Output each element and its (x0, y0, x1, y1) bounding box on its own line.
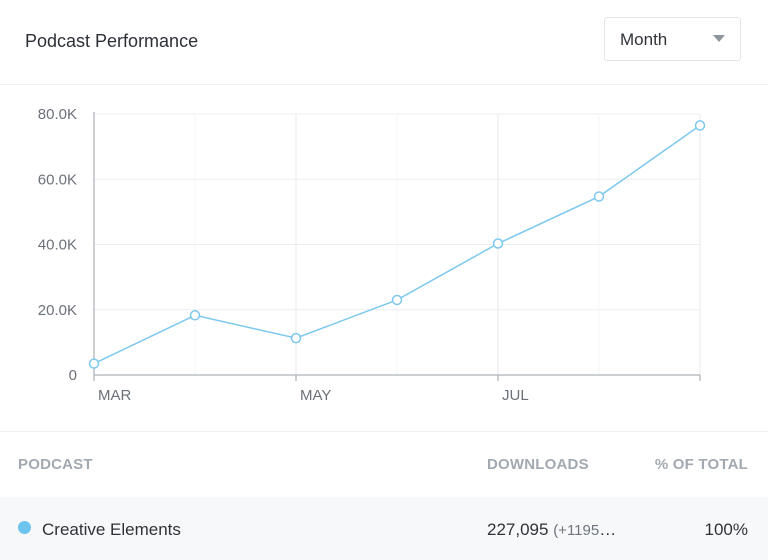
column-header-percent: % OF TOTAL (654, 456, 748, 473)
data-point (694, 120, 706, 131)
data-point (593, 191, 605, 202)
period-select-value: Month (620, 30, 668, 49)
y-tick-label: 60.0K (38, 171, 77, 188)
x-tick-label: MAY (300, 387, 331, 404)
data-point (290, 332, 302, 344)
period-select[interactable]: Month (604, 17, 741, 61)
card-header: Podcast Performance Month (0, 0, 768, 85)
percent-value: 100% (704, 520, 748, 539)
data-point (391, 294, 403, 306)
downloads-change: (+11951... (553, 522, 617, 539)
chevron-down-icon (713, 35, 725, 42)
y-tick-label: 0 (69, 367, 77, 384)
series-color-dot (18, 521, 31, 534)
column-header-podcast: PODCAST (18, 456, 93, 473)
y-tick-label: 40.0K (38, 237, 77, 254)
y-tick-label: 20.0K (38, 302, 77, 319)
table-row[interactable]: Creative Elements 227,095 (+11951... 100… (0, 497, 768, 560)
column-header-downloads: DOWNLOADS (487, 456, 589, 473)
table-header: PODCAST DOWNLOADS % OF TOTAL (0, 431, 768, 497)
y-tick-label: 80.0K (38, 106, 77, 123)
downloads-value: 227,095 (487, 520, 549, 539)
data-point (492, 238, 504, 249)
downloads-cell: 227,095 (+11951... (487, 520, 617, 540)
card-title: Podcast Performance (25, 31, 199, 51)
x-tick-label: MAR (98, 387, 132, 404)
x-tick-label: JUL (502, 387, 529, 404)
podcast-name: Creative Elements (42, 520, 181, 539)
chart-svg: 0 20.0K 40.0K 60.0K 80.0K MAR MAY JUL (38, 106, 706, 404)
data-point (88, 358, 100, 369)
line-chart: 0 20.0K 40.0K 60.0K 80.0K MAR MAY JUL (0, 86, 768, 430)
data-point (189, 310, 201, 321)
